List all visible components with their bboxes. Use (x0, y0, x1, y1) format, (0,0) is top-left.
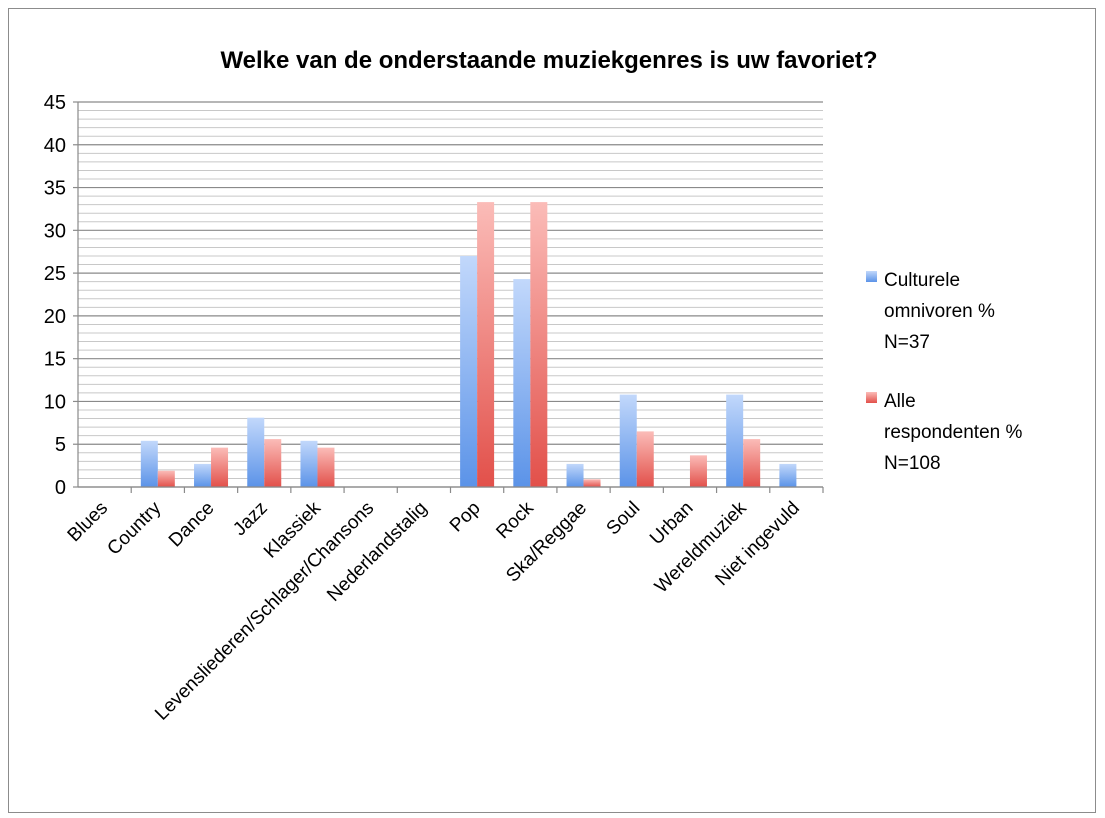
bar-culturele-omnivoren (566, 463, 584, 487)
legend: Culturele omnivoren % N=37 Alle respondenten… (866, 270, 1022, 474)
y-tick-label: 40 (44, 135, 66, 157)
bar-alle-respondenten (636, 431, 654, 487)
bar-alle-respondenten (530, 202, 548, 487)
chart-frame: Welke van de onderstaande muziekgenres i… (8, 8, 1096, 813)
x-tick-label: Wereldmuziek (651, 497, 751, 597)
y-tick-label: 35 (44, 178, 66, 200)
bar-culturele-omnivoren (300, 440, 318, 487)
axis-layer (73, 101, 824, 493)
bar-alle-respondenten (317, 447, 335, 487)
y-tick-label: 25 (44, 263, 66, 285)
legend-label: Culturele (884, 270, 960, 291)
chart-title: Welke van de onderstaande muziekgenres i… (220, 47, 877, 74)
bar-culturele-omnivoren (140, 440, 158, 487)
x-tick-label: Nederlandstalig (323, 498, 431, 606)
bar-alle-respondenten (583, 479, 601, 487)
x-tick-label: Country (103, 497, 165, 559)
x-tick-label: Dance (165, 498, 219, 552)
bar-alle-respondenten (157, 470, 175, 487)
legend-label: omnivoren % (884, 301, 995, 322)
x-tick-label: Rock (492, 497, 538, 543)
legend-label: Alle (884, 391, 916, 412)
legend-label: N=37 (884, 332, 930, 353)
bar-culturele-omnivoren (779, 463, 797, 487)
bar-alle-respondenten (477, 202, 495, 487)
y-tick-label: 0 (55, 477, 66, 499)
x-tick-label: Blues (64, 498, 112, 546)
y-tick-label: 15 (44, 349, 66, 371)
bar-culturele-omnivoren (247, 417, 265, 487)
bar-alle-respondenten (264, 439, 282, 487)
legend-label: respondenten % (884, 422, 1022, 443)
bar-alle-respondenten (689, 455, 707, 487)
bar-culturele-omnivoren (194, 463, 212, 487)
y-tick-label: 10 (44, 391, 66, 413)
x-tick-label: Pop (446, 498, 485, 537)
chart-svg: Welke van de onderstaande muziekgenres i… (44, 47, 1023, 725)
x-tick-label: Urban (646, 498, 697, 549)
bar-layer (140, 202, 797, 487)
y-tick-labels: 0 5 10 15 20 25 30 35 40 45 (44, 92, 66, 499)
bar-culturele-omnivoren (726, 394, 744, 487)
bar-culturele-omnivoren (460, 256, 478, 487)
x-tick-label: Soul (603, 498, 645, 540)
bar-alle-respondenten (743, 439, 761, 487)
x-tick-label: Jazz (229, 498, 271, 540)
y-tick-label: 45 (44, 92, 66, 114)
y-tick-label: 5 (55, 434, 66, 456)
legend-swatch (866, 392, 877, 403)
bar-alle-respondenten (211, 447, 229, 487)
y-tick-label: 20 (44, 306, 66, 328)
grid-layer (78, 101, 823, 488)
bar-culturele-omnivoren (513, 279, 531, 487)
legend-swatch (866, 271, 877, 282)
bar-culturele-omnivoren (619, 394, 637, 487)
y-tick-label: 30 (44, 220, 66, 242)
legend-label: N=108 (884, 453, 941, 474)
